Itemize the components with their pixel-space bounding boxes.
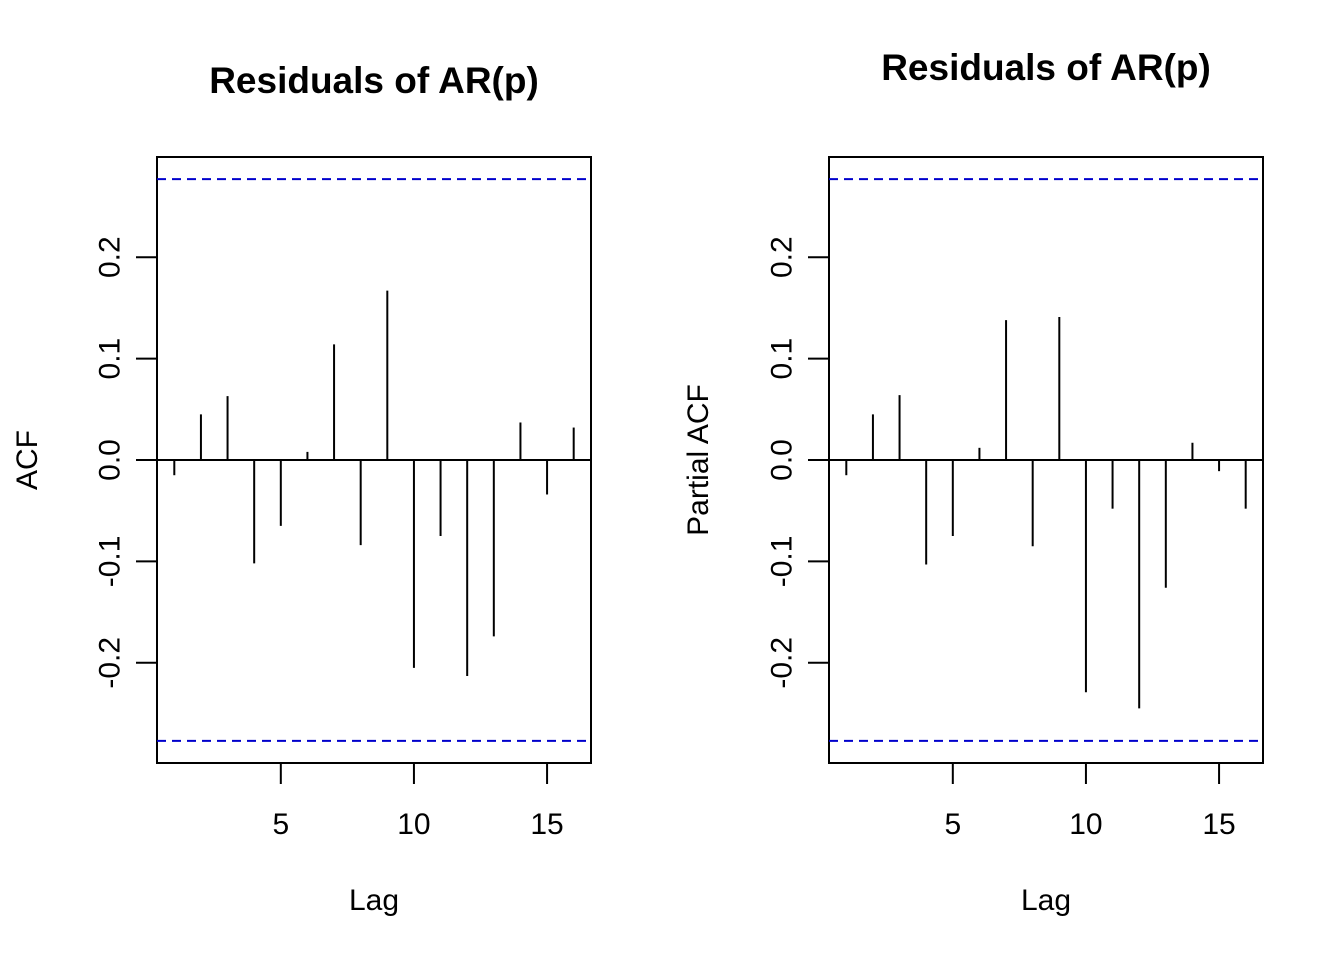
pacf-x-tick-label: 10 (1069, 808, 1102, 841)
acf-y-tick-label: 0.1 (94, 338, 127, 380)
acf-x-tick-label: 5 (272, 808, 289, 841)
acf-x-axis-label: Lag (349, 884, 399, 917)
acf-x-tick-label: 15 (530, 808, 563, 841)
pacf-y-tick-label: 0.2 (766, 236, 799, 278)
acf-y-axis-label: ACF (11, 430, 44, 490)
pacf-x-axis-label: Lag (1021, 884, 1071, 917)
pacf-panel: Residuals of AR(p) 5 10 15 -0.2 -0.1 0.0 0.1 0.… (682, 47, 1264, 917)
pacf-y-tick-label: -0.1 (766, 536, 799, 588)
pacf-y-tick-label: -0.2 (766, 637, 799, 689)
pacf-plot-area: 5 10 15 -0.2 -0.1 0.0 0.1 0.2 (766, 178, 1263, 841)
acf-panel: Residuals of AR(p) 5 10 15 -0.2 -0.1 0.0 0.1 0.… (11, 60, 592, 917)
pacf-x-tick-label: 15 (1202, 808, 1235, 841)
acf-x-tick-label: 10 (397, 808, 430, 841)
pacf-chart-title: Residuals of AR(p) (881, 47, 1211, 88)
pacf-y-axis-label: Partial ACF (682, 384, 715, 536)
pacf-y-tick-label: 0.0 (766, 439, 799, 481)
acf-chart-title: Residuals of AR(p) (209, 60, 539, 101)
pacf-x-tick-label: 5 (944, 808, 961, 841)
acf-y-tick-label: -0.2 (94, 637, 127, 689)
acf-y-tick-label: 0.0 (94, 439, 127, 481)
acf-y-tick-label: 0.2 (94, 236, 127, 278)
pacf-y-tick-label: 0.1 (766, 338, 799, 380)
acf-y-tick-label: -0.1 (94, 536, 127, 588)
acf-plot-area: 5 10 15 -0.2 -0.1 0.0 0.1 0.2 (94, 178, 591, 841)
